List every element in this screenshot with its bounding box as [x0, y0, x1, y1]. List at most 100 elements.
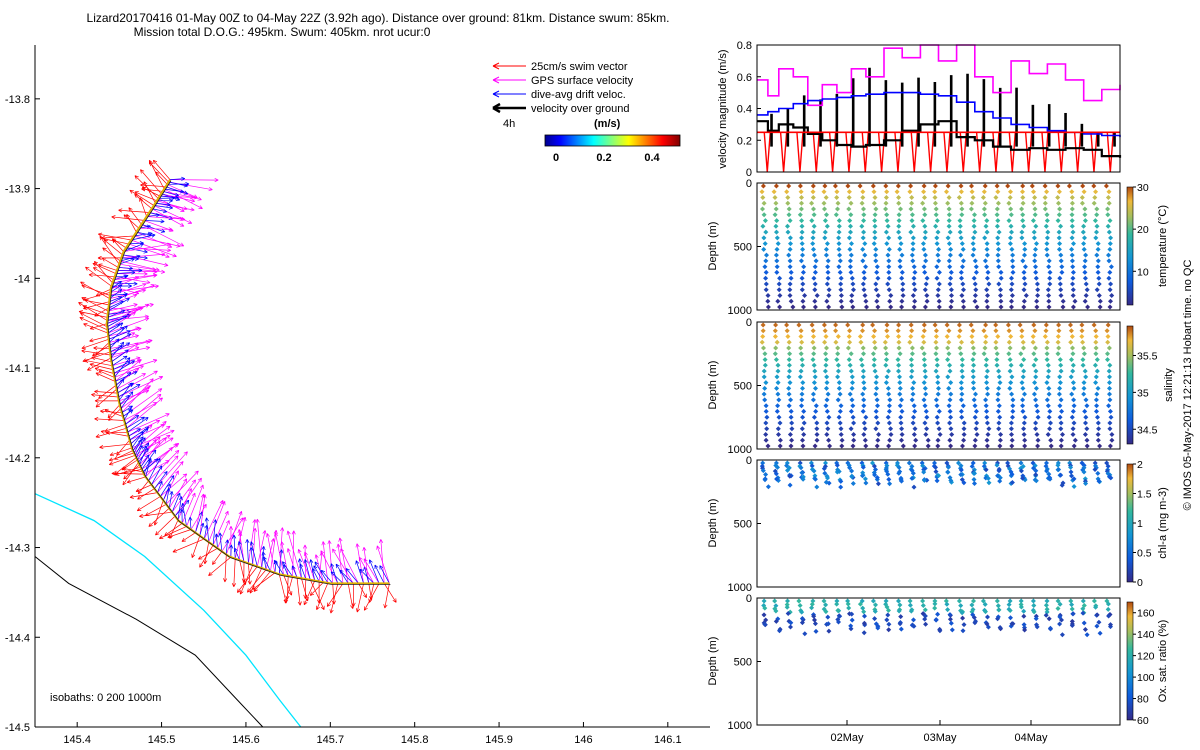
swim-vector — [85, 266, 112, 287]
profile-point — [885, 334, 890, 339]
profile-point — [1080, 357, 1086, 363]
profile-point — [949, 432, 955, 437]
profile-point — [908, 206, 914, 212]
profile-point — [921, 264, 927, 270]
profile-point — [763, 258, 769, 264]
profile-point — [912, 426, 918, 432]
profile-point — [1070, 426, 1076, 432]
map-isobaths — [34, 493, 302, 728]
profile-point — [873, 408, 879, 414]
profile-point — [937, 628, 943, 634]
profile-point — [1007, 195, 1013, 200]
profile-point — [849, 275, 855, 281]
profile-point — [1071, 403, 1077, 409]
profile-point — [1045, 374, 1051, 380]
drift-vector — [339, 569, 354, 584]
velocity-lines — [757, 44, 1122, 173]
swim-vector — [223, 554, 228, 583]
profile-point — [812, 368, 818, 374]
swim-vector — [89, 335, 109, 343]
profile-point — [1044, 357, 1050, 363]
profile-point — [937, 432, 943, 437]
map-x-tick-label: 145.5 — [148, 734, 176, 746]
drift-vector — [233, 547, 240, 561]
profile-point — [1071, 397, 1077, 403]
profile-point — [920, 463, 926, 469]
profile-point — [1033, 368, 1039, 374]
profile-point — [1105, 601, 1111, 607]
gps-vector — [110, 284, 159, 293]
profile-point — [797, 183, 803, 189]
swim-vector — [191, 535, 201, 558]
profile-point — [936, 426, 942, 432]
profile-point — [971, 246, 977, 252]
gps-vector — [340, 548, 359, 584]
profile-point — [956, 195, 962, 200]
drift-vector — [171, 492, 181, 513]
profile-point — [789, 437, 795, 443]
profile-point — [948, 620, 954, 626]
profile-point — [851, 432, 857, 437]
profile-point — [788, 397, 794, 403]
profile-point — [775, 464, 780, 470]
swim-vector — [100, 429, 129, 437]
profile-point — [900, 287, 906, 293]
swim-vector — [159, 526, 187, 539]
colorbar-tick-label: 140 — [1137, 629, 1155, 641]
profile-point — [811, 223, 817, 229]
profile-point — [998, 287, 1003, 293]
profile-point — [983, 223, 989, 229]
swim-vector — [231, 558, 237, 587]
profile-point — [812, 298, 818, 304]
legend-interval: 4h — [503, 118, 515, 130]
profile-point — [873, 426, 879, 432]
profile-point — [872, 339, 878, 345]
profile-point — [1069, 252, 1075, 258]
profile-point — [957, 223, 963, 229]
profile-point — [1032, 195, 1038, 200]
profile-point — [886, 275, 892, 281]
profile-point — [849, 397, 855, 403]
profile-point — [874, 443, 880, 449]
swim-vector — [135, 484, 152, 493]
profile-point — [772, 598, 778, 604]
gps-vector — [177, 488, 192, 521]
profile-point — [1058, 472, 1064, 478]
profile-point — [773, 183, 779, 189]
profile-point — [1034, 281, 1040, 287]
profile-point — [1005, 183, 1011, 189]
oxygen-colorbar — [1126, 601, 1134, 721]
profile-point — [1108, 622, 1113, 628]
drift-vector — [125, 414, 140, 425]
profile-point — [777, 628, 782, 634]
profile-point — [763, 281, 769, 287]
profile-point — [898, 206, 903, 212]
drift-vector — [355, 560, 364, 584]
profile-point — [762, 385, 768, 391]
profile-point — [810, 241, 816, 247]
profile-point — [761, 345, 766, 351]
profile-point — [764, 414, 770, 420]
profile-point — [972, 403, 978, 409]
profile-point — [957, 218, 963, 224]
profile-point — [1008, 362, 1014, 368]
profile-point — [1059, 269, 1065, 275]
profile-point — [847, 362, 853, 368]
profile-point — [1009, 374, 1015, 380]
profile-point — [813, 408, 819, 414]
profile-point — [1081, 620, 1087, 626]
profile-point — [949, 298, 955, 304]
profile-point — [888, 293, 894, 298]
profile-point — [1019, 206, 1025, 212]
chla-colorbar — [1126, 463, 1134, 583]
profile-point — [884, 241, 890, 247]
profile-point — [993, 345, 999, 351]
profile-point — [1021, 304, 1027, 310]
drift-vector — [118, 382, 133, 402]
profile-point — [885, 414, 891, 420]
profile-point — [826, 437, 832, 443]
profile-point — [813, 628, 819, 634]
profile-point — [884, 617, 890, 623]
profile-point — [774, 269, 780, 275]
